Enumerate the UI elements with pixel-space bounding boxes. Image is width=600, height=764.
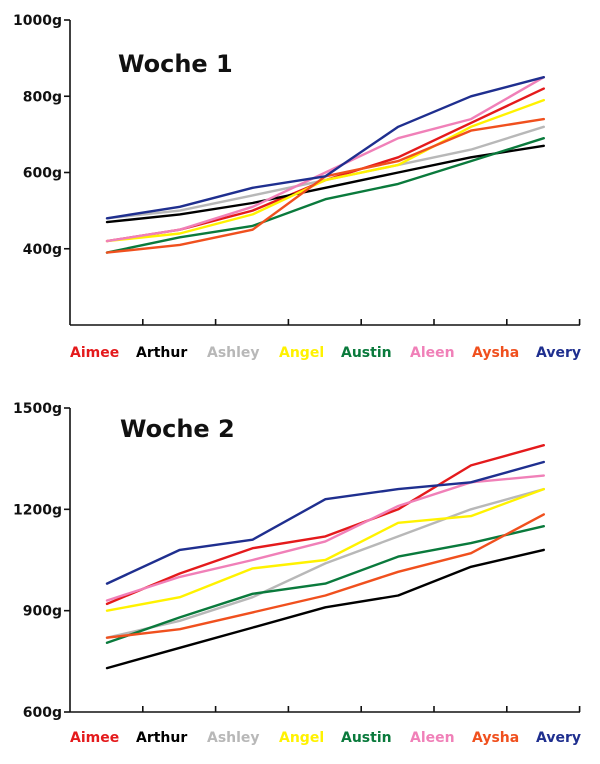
series-line-aleen — [105, 75, 545, 243]
y-tick-label: 600g — [23, 705, 62, 721]
chart-panel-1: Woche 1 1000g 800g 600g 400g Aimee Arthur Ashle… — [13, 13, 581, 361]
series-line-aysha — [105, 117, 545, 254]
chart-title: Woche 1 — [118, 50, 233, 78]
legend-label-avery: Avery — [536, 730, 581, 746]
chart-title: Woche 2 — [120, 415, 235, 443]
y-tick-label: 900g — [23, 604, 62, 620]
legend-label-aleen: Aleen — [410, 345, 455, 361]
chart-panel-2: Woche 2 1500g 1200g 900g 600g Aimee Arthur Ashl… — [13, 401, 581, 746]
legend-label-aimee: Aimee — [70, 345, 119, 361]
y-tick-label: 800g — [23, 89, 62, 105]
series-line-aimee — [105, 87, 545, 243]
series-line-arthur — [105, 144, 545, 224]
series-line-aimee — [105, 444, 545, 606]
series-line-angel — [105, 487, 545, 612]
legend: Aimee Arthur Ashley Angel Austin Aleen Aysha Av… — [70, 345, 581, 361]
legend-label-aimee: Aimee — [70, 730, 119, 746]
series-line-aysha — [105, 513, 545, 639]
legend-label-austin: Austin — [341, 730, 392, 746]
y-tick-label: 1500g — [13, 401, 62, 417]
y-tick-label: 600g — [23, 166, 62, 182]
y-tick-label: 400g — [23, 242, 62, 258]
y-tick-label: 1000g — [13, 13, 62, 29]
legend-label-arthur: Arthur — [136, 730, 187, 746]
legend-label-angel: Angel — [279, 345, 324, 361]
legend-label-ashley: Ashley — [207, 730, 260, 746]
series-line-avery — [105, 75, 545, 220]
legend: Aimee Arthur Ashley Angel Austin Aleen Aysha Av… — [70, 730, 581, 746]
y-tick-label: 1200g — [13, 502, 62, 518]
series-line-austin — [105, 136, 545, 254]
legend-label-aysha: Aysha — [472, 730, 519, 746]
series-line-aleen — [105, 474, 545, 602]
legend-label-ashley: Ashley — [207, 345, 260, 361]
legend-label-angel: Angel — [279, 730, 324, 746]
series-line-ashley — [105, 487, 545, 639]
legend-label-aleen: Aleen — [410, 730, 455, 746]
series-line-angel — [105, 98, 545, 243]
series-line-avery — [105, 460, 545, 585]
series-line-austin — [105, 525, 545, 644]
series-line-arthur — [105, 548, 545, 670]
legend-label-austin: Austin — [341, 345, 392, 361]
legend-label-avery: Avery — [536, 345, 581, 361]
legend-label-arthur: Arthur — [136, 345, 187, 361]
legend-label-aysha: Aysha — [472, 345, 519, 361]
